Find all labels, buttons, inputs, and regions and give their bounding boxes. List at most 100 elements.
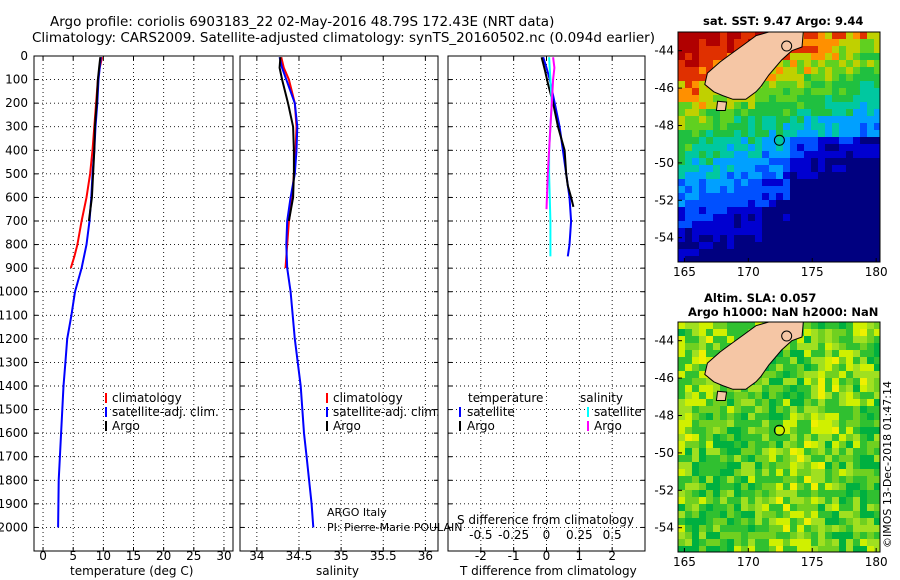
x-tick-label: 2 <box>608 549 616 563</box>
depth-tick: 1400 <box>0 379 28 393</box>
x-tick-label-salinity: 0.5 <box>603 528 622 542</box>
depth-tick: 200 <box>5 96 28 110</box>
lon-tick-label: 165 <box>673 265 696 279</box>
depth-tick: 1500 <box>0 403 28 417</box>
figure-title-line2: Climatology: CARS2009. Satellite-adjuste… <box>32 30 655 46</box>
legend-label: satellite-adj. clim. <box>333 405 440 419</box>
lon-tick-label: 175 <box>801 555 824 569</box>
island <box>715 100 728 111</box>
lat-tick-label: -54 <box>654 521 674 535</box>
x-tick-label: 35.5 <box>370 549 397 563</box>
legend-title-salinity: salinity <box>580 391 623 405</box>
lat-tick-label: -50 <box>654 446 674 460</box>
x-tick-label: 35 <box>333 549 348 563</box>
peninsula <box>781 40 793 52</box>
peninsula <box>781 330 793 342</box>
series-line <box>545 57 556 210</box>
sla-map-title-1: Altim. SLA: 0.057 <box>704 291 816 305</box>
lon-tick-label: 165 <box>673 555 696 569</box>
x-axis-label: salinity <box>316 564 359 578</box>
lat-tick-label: -46 <box>654 371 674 385</box>
x-tick-label: -1 <box>508 549 520 563</box>
x-tick-label: 15 <box>126 549 141 563</box>
legend-label: climatology <box>333 391 403 405</box>
argo-position-marker <box>773 134 785 146</box>
series-line <box>278 57 295 222</box>
depth-tick: 2000 <box>0 520 28 534</box>
depth-axis: 0 100 200 300 400 500 600 700 800 900 1000 1100 1200… <box>0 49 28 534</box>
x-tick-label-salinity: 0 <box>543 528 551 542</box>
map-field <box>678 322 880 552</box>
legend-title-temperature: temperature <box>468 391 543 405</box>
x-tick-label: 5 <box>69 549 77 563</box>
map-frame <box>677 31 881 263</box>
legend-label: climatology <box>112 391 182 405</box>
salinity-panel: 34 34.5 35 35.5 36 salinity climatologysatelli… <box>239 55 440 578</box>
series-line <box>87 57 102 222</box>
difference-panel: -2 -1 0 1 2 -0.5 -0.25 0 0.25 0.5S difference fro… <box>447 55 646 578</box>
x-tick-label: 34 <box>249 549 264 563</box>
legend-label: Argo <box>112 419 140 433</box>
x-tick-label-salinity: 0.25 <box>566 528 593 542</box>
land-mass <box>704 32 804 100</box>
depth-tick: 800 <box>5 238 28 252</box>
lon-tick-label: 180 <box>865 265 888 279</box>
x-tick-label: 0 <box>39 549 47 563</box>
x-axis-label: temperature (deg C) <box>70 564 193 578</box>
imos-stamp: ©IMOS 13-Dec-2018 01:47:14 <box>881 381 894 548</box>
lat-tick-label: -48 <box>654 118 674 132</box>
institution-label: ARGO Italy <box>327 506 387 519</box>
depth-tick: 1800 <box>0 473 28 487</box>
x-tick-label: 34.5 <box>286 549 313 563</box>
legend-label: satellite <box>467 405 515 419</box>
x-tick-label: 36 <box>418 549 433 563</box>
x-tick-label: 30 <box>216 549 231 563</box>
island <box>715 390 728 401</box>
lat-tick-label: -44 <box>654 44 674 58</box>
sst-map-title: sat. SST: 9.47 Argo: 9.44 <box>703 14 863 28</box>
depth-tick: 1900 <box>0 497 28 511</box>
depth-tick: 900 <box>5 261 28 275</box>
lat-tick-label: -44 <box>654 334 674 348</box>
lon-tick-label: 180 <box>865 555 888 569</box>
series-line <box>540 56 575 208</box>
series-line <box>542 56 573 257</box>
depth-tick: 1200 <box>0 332 28 346</box>
pi-label: PI: Pierre-Marie POULAIN <box>327 521 462 534</box>
depth-tick: 400 <box>5 143 28 157</box>
lon-tick-label: 175 <box>801 265 824 279</box>
depth-tick: 1100 <box>0 308 28 322</box>
argo-position-marker <box>773 424 785 436</box>
depth-tick: 100 <box>5 73 28 87</box>
lon-tick-label: 170 <box>737 555 760 569</box>
legend-label: Argo <box>467 419 495 433</box>
x-tick-label: 10 <box>96 549 111 563</box>
x-tick-label-salinity: -0.5 <box>469 528 492 542</box>
x-tick-label: 25 <box>186 549 201 563</box>
sla-map-title-2: Argo h1000: NaN h2000: NaN <box>688 305 878 319</box>
lat-tick-label: -46 <box>654 81 674 95</box>
legend-label: satellite-adj. clim. <box>112 405 219 419</box>
lon-tick-label: 170 <box>737 265 760 279</box>
x-tick-label: 0 <box>543 549 551 563</box>
lat-tick-label: -50 <box>654 156 674 170</box>
legend-label: Argo <box>333 419 361 433</box>
legend-label: satellite <box>594 405 642 419</box>
lat-tick-label: -48 <box>654 408 674 422</box>
lat-tick-label: -52 <box>654 193 674 207</box>
depth-tick: 1300 <box>0 355 28 369</box>
x-axis-label-salinity: S difference from climatology <box>457 513 634 527</box>
sst-map: -44 -46 -48 -50 -52 -54 165 170 175 180 <box>654 31 888 279</box>
depth-tick: 700 <box>5 214 28 228</box>
depth-tick: 0 <box>20 49 28 63</box>
lat-tick-label: -52 <box>654 483 674 497</box>
series-line <box>278 56 315 528</box>
temperature-panel: 0 5 10 15 20 25 30 temperature (deg C) climatolo… <box>33 55 234 578</box>
lat-tick-label: -54 <box>654 231 674 245</box>
x-tick-label: 20 <box>156 549 171 563</box>
depth-tick: 300 <box>5 120 28 134</box>
depth-tick: 1600 <box>0 426 28 440</box>
plot-frame <box>239 55 439 552</box>
depth-tick: 1000 <box>0 285 28 299</box>
x-tick-label: -2 <box>475 549 487 563</box>
